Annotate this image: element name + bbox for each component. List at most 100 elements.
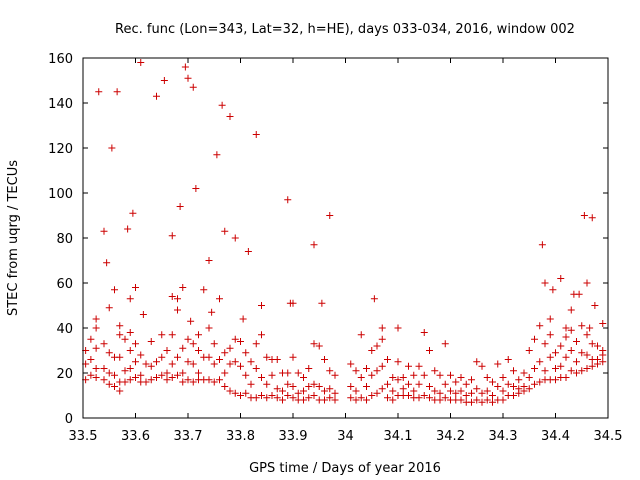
data-point <box>489 378 496 386</box>
x-tick-label: 34.3 <box>489 429 518 444</box>
data-point <box>410 371 418 379</box>
data-point <box>226 387 234 395</box>
data-point <box>368 392 376 399</box>
data-point <box>221 349 229 357</box>
data-point <box>284 392 292 399</box>
data-point <box>263 353 271 361</box>
y-tick-label: 100 <box>48 187 73 202</box>
data-point <box>531 380 538 388</box>
data-point <box>179 284 187 291</box>
data-point <box>116 353 124 361</box>
data-point <box>562 353 570 361</box>
data-point <box>208 308 216 316</box>
data-point <box>536 358 544 366</box>
data-point <box>205 376 213 384</box>
data-point <box>515 389 523 397</box>
data-point <box>142 378 150 386</box>
data-point <box>252 340 260 348</box>
data-point <box>124 225 132 233</box>
data-point <box>105 304 113 312</box>
data-point <box>195 347 202 354</box>
y-tick-label: 120 <box>48 142 73 157</box>
data-point <box>111 371 118 379</box>
chart-title: Rec. func (Lon=343, Lat=32, h=HE), days … <box>115 22 575 37</box>
data-point <box>468 376 475 384</box>
data-point <box>174 306 181 314</box>
data-point <box>384 380 391 388</box>
data-point <box>168 374 176 381</box>
data-point <box>137 351 145 359</box>
data-point <box>242 349 250 357</box>
data-point <box>525 385 533 393</box>
data-point <box>221 369 229 377</box>
x-tick-label: 33.5 <box>69 429 98 444</box>
data-point <box>111 286 118 294</box>
data-point <box>284 369 292 377</box>
data-point <box>573 358 580 366</box>
data-point <box>405 362 412 370</box>
data-point <box>95 88 103 96</box>
data-point <box>218 101 226 109</box>
x-tick-label: 33.9 <box>279 429 308 444</box>
data-point <box>273 356 281 363</box>
data-point <box>552 376 559 384</box>
data-point <box>363 365 370 372</box>
data-point <box>126 329 134 336</box>
data-point <box>536 378 544 386</box>
data-point <box>447 387 454 395</box>
data-point <box>284 380 292 388</box>
data-point <box>457 374 465 381</box>
data-point <box>510 367 517 375</box>
data-point <box>394 358 402 366</box>
data-point <box>231 389 239 397</box>
data-point <box>174 353 181 361</box>
data-point <box>205 257 213 264</box>
data-point <box>462 392 470 399</box>
data-point <box>499 374 507 381</box>
data-point <box>580 212 588 219</box>
data-point <box>310 380 318 388</box>
data-point <box>174 371 181 379</box>
data-point <box>195 331 202 339</box>
data-point <box>510 392 517 399</box>
data-point <box>389 387 397 395</box>
data-point <box>139 311 147 318</box>
y-axis-label: STEC from uqrg / TECUs <box>6 160 21 316</box>
data-point <box>591 302 599 309</box>
data-point <box>321 396 328 404</box>
data-point <box>268 371 276 379</box>
data-point <box>284 196 292 204</box>
data-point <box>210 378 218 386</box>
x-tick-label: 34.5 <box>594 429 623 444</box>
data-point <box>252 394 260 402</box>
data-point <box>468 398 475 406</box>
data-point <box>520 387 528 395</box>
data-point <box>226 344 234 352</box>
data-point <box>179 378 187 386</box>
x-tick-label: 33.6 <box>121 429 150 444</box>
data-point <box>213 151 221 159</box>
data-point <box>573 369 580 377</box>
y-tick-label: 0 <box>65 412 73 427</box>
data-point <box>399 374 407 381</box>
data-point <box>538 241 546 249</box>
data-point <box>389 374 397 381</box>
y-tick-label: 140 <box>48 97 73 112</box>
data-point <box>452 389 460 397</box>
data-point <box>92 374 100 381</box>
data-point <box>87 371 95 379</box>
x-tick-label: 34.2 <box>436 429 465 444</box>
data-point <box>100 365 108 372</box>
data-point <box>179 344 187 352</box>
data-point <box>273 385 281 393</box>
data-point <box>441 394 449 402</box>
data-point <box>315 383 323 390</box>
data-point <box>289 299 297 307</box>
data-point <box>179 369 187 377</box>
data-point <box>237 338 244 345</box>
data-point <box>352 396 360 404</box>
data-point <box>221 227 229 235</box>
data-point <box>586 324 594 332</box>
data-point <box>394 376 402 384</box>
